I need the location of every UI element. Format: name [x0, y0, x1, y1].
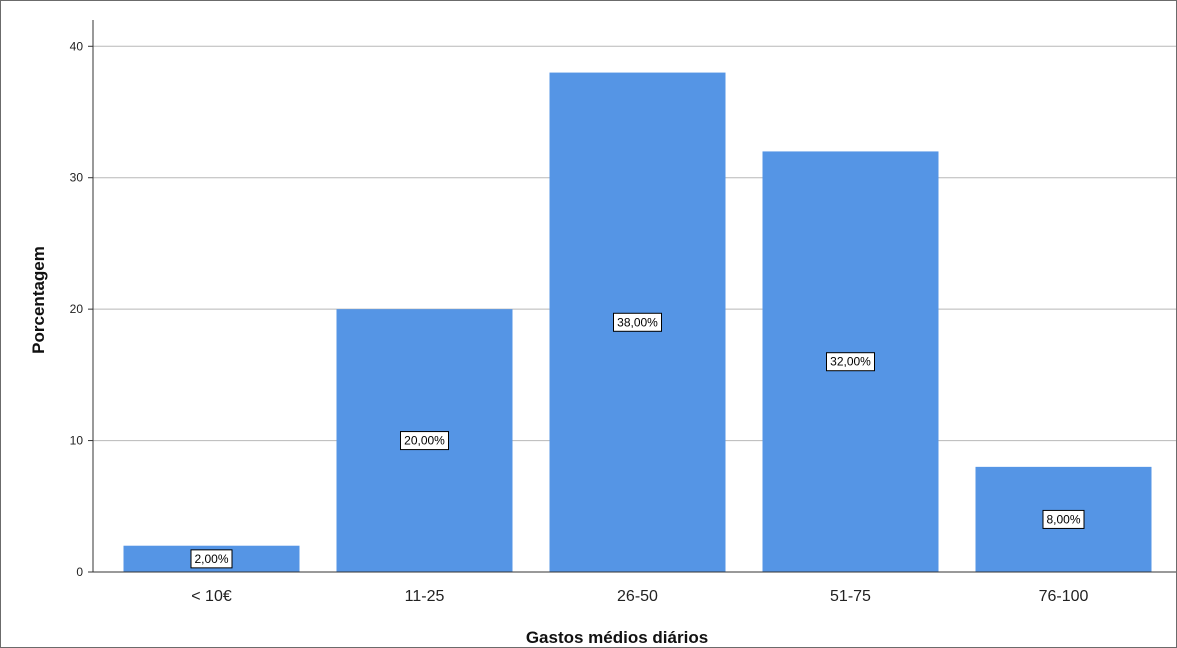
y-axis-title: Porcentagem [29, 246, 48, 354]
y-tick-label: 10 [70, 434, 84, 448]
axes [88, 20, 1176, 573]
data-label: 38,00% [617, 315, 658, 329]
x-tick-label: 11-25 [405, 588, 445, 605]
data-label: 2,00% [194, 552, 228, 566]
data-label: 32,00% [830, 355, 871, 369]
y-tick-label: 0 [76, 565, 83, 579]
x-tick-label: 76-100 [1039, 588, 1089, 605]
data-label-box [400, 431, 449, 451]
data-label: 8,00% [1046, 512, 1080, 526]
y-tick-label: 30 [70, 171, 84, 185]
data-label-box [613, 312, 662, 332]
y-tick-labels: 0 10 20 30 40 [70, 39, 84, 579]
data-label-box [1042, 509, 1085, 529]
data-label: 20,00% [404, 434, 445, 448]
x-tick-label: 26-50 [617, 588, 658, 605]
y-tick-label: 40 [70, 39, 84, 53]
data-labels: 2,00% 20,00% 38,00% 32,00% 8,00% [190, 312, 1085, 569]
x-tick-label: 51-75 [830, 588, 871, 605]
data-label-box [190, 549, 233, 569]
y-tick-label: 20 [70, 302, 84, 316]
data-label-box [826, 352, 875, 372]
x-tick-labels: < 10€ 11-25 26-50 51-75 76-100 [191, 588, 1088, 605]
x-tick-label: < 10€ [191, 588, 232, 605]
x-axis-title: Gastos médios diários [526, 628, 708, 647]
